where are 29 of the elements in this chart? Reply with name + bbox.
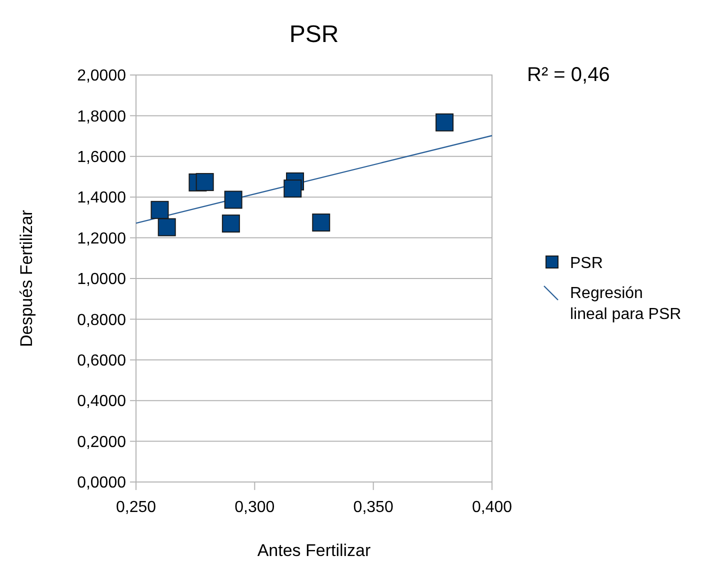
chart-title: PSR <box>289 21 339 48</box>
y-tick-label: 1,4000 <box>77 190 126 207</box>
y-tick-label: 2,0000 <box>77 68 126 85</box>
point <box>284 180 302 198</box>
y-tick-label: 0,4000 <box>77 393 126 410</box>
x-tick-label: 0,400 <box>472 499 512 516</box>
y-tick-label: 1,0000 <box>77 271 126 288</box>
legend-label: PSR <box>570 255 603 272</box>
x-tick-label: 0,350 <box>353 499 394 516</box>
x-tick-label: 0,250 <box>116 499 156 516</box>
legend-label: Regresión lineal para PSR <box>570 285 682 323</box>
x-axis-title: Antes Fertilizar <box>257 541 372 560</box>
point <box>222 214 240 233</box>
y-tick-label: 0,0000 <box>77 474 126 492</box>
point <box>436 113 454 132</box>
y-tick-label: 0,6000 <box>77 352 126 370</box>
y-axis-title: Después Fertilizar <box>17 210 36 347</box>
y-tick-label: 0,8000 <box>77 312 126 329</box>
point <box>224 190 242 209</box>
point <box>196 173 214 192</box>
point <box>150 200 169 219</box>
point <box>158 218 176 236</box>
y-tick-label: 1,2000 <box>77 230 126 248</box>
point <box>312 214 330 232</box>
y-tick-label: 1,8000 <box>77 108 126 126</box>
x-tick-label: 0,300 <box>234 499 275 516</box>
y-tick-label: 0,2000 <box>77 434 126 451</box>
text: R² = 0,46 <box>527 64 610 86</box>
y-tick-label: 1,6000 <box>77 149 126 166</box>
